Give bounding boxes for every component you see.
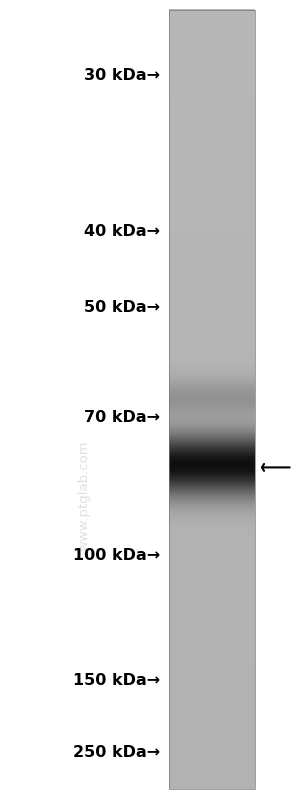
Text: www.ptglab.com: www.ptglab.com bbox=[77, 440, 91, 551]
Bar bbox=[169, 10, 255, 789]
Text: 250 kDa→: 250 kDa→ bbox=[74, 745, 160, 760]
Text: 100 kDa→: 100 kDa→ bbox=[74, 548, 160, 562]
Text: 70 kDa→: 70 kDa→ bbox=[85, 410, 160, 424]
Text: 150 kDa→: 150 kDa→ bbox=[74, 674, 160, 688]
Text: 30 kDa→: 30 kDa→ bbox=[85, 69, 160, 83]
Text: 50 kDa→: 50 kDa→ bbox=[85, 300, 160, 315]
Text: 40 kDa→: 40 kDa→ bbox=[85, 225, 160, 239]
